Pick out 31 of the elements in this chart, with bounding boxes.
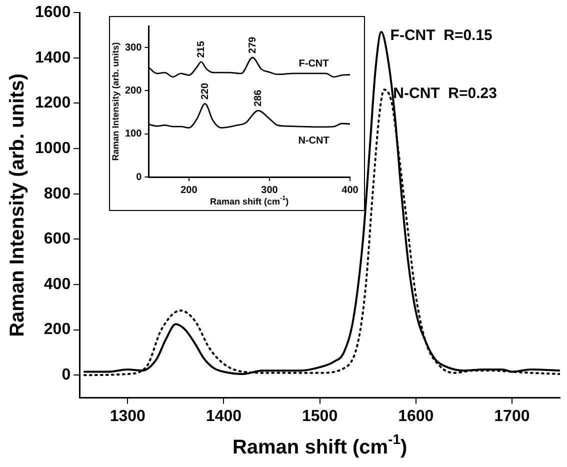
y-tick-label: 400: [44, 276, 71, 293]
y-tick-label: 0: [62, 366, 71, 384]
y-tick-label: 1600: [35, 4, 71, 22]
x-tick-label: 1500: [302, 408, 338, 425]
y-tick-label: 200: [44, 321, 71, 338]
x-tick-label: 1300: [110, 408, 146, 425]
x-tick-label: 1400: [206, 408, 242, 425]
x-tick-label: 1700: [494, 408, 530, 425]
y-tick-label: 1000: [35, 140, 71, 157]
annotation: N-CNT R=0.23: [393, 84, 497, 102]
x-tick-label: 200: [180, 184, 198, 196]
y-tick-label: 0: [136, 172, 142, 183]
y-tick-label: 100: [124, 128, 142, 140]
x-tick-label: 300: [261, 184, 278, 196]
y-tick-label: 800: [44, 185, 71, 202]
annotation: 286: [252, 89, 264, 107]
y-tick-label: 600: [44, 230, 71, 248]
y-tick-label: 1200: [35, 94, 71, 112]
y-axis-title: Raman Intensity (arb. units): [110, 42, 120, 161]
y-axis-title: Raman Intensity (arb. units): [6, 74, 29, 337]
y-tick-label: 200: [124, 85, 142, 96]
annotation: F-CNT: [298, 58, 329, 70]
annotation: 215: [196, 40, 207, 58]
annotation: 279: [247, 36, 258, 54]
y-tick-label: 300: [124, 42, 142, 54]
x-tick-label: 1600: [398, 408, 434, 425]
y-tick-label: 1400: [35, 49, 71, 66]
annotation: F-CNT R=0.15: [390, 27, 492, 44]
annotation: 220: [200, 82, 211, 100]
annotation: N-CNT: [298, 136, 330, 147]
x-tick-label: 400: [342, 184, 359, 196]
